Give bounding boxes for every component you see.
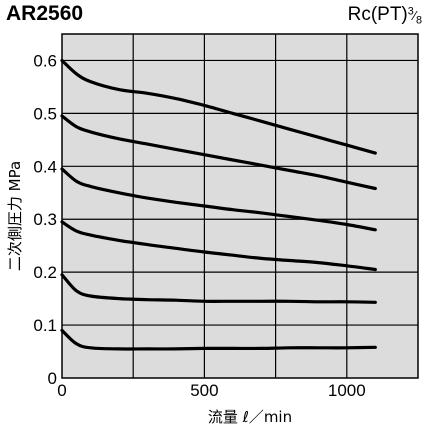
plot-area <box>62 34 418 378</box>
pressure-curve-6 <box>60 328 377 351</box>
x-tick-label: 500 <box>190 381 218 400</box>
y-tick-labels: 0 0.1 0.2 0.3 0.4 0.5 0.6 <box>33 51 57 388</box>
port-size-label: Rc(PT)3⁄8 <box>348 4 422 27</box>
x-axis-label: 流量 ℓ／min <box>208 408 292 426</box>
pressure-curve-4 <box>60 220 377 272</box>
x-tick-label: 0 <box>57 381 66 400</box>
y-axis-label: 二次側圧力 MPa <box>6 161 24 271</box>
y-tick-label: 0.4 <box>33 157 57 176</box>
chart-title: AR2560 <box>6 2 84 25</box>
y-tick-label: 0.2 <box>33 263 57 282</box>
x-tick-labels: 0 500 1000 <box>57 381 365 400</box>
y-tick-label: 0 <box>48 369 57 388</box>
port-fraction-numerator: 3 <box>407 5 414 18</box>
pressure-curve-1 <box>60 58 377 155</box>
y-tick-label: 0.3 <box>33 210 57 229</box>
x-tick-label: 1000 <box>328 381 366 400</box>
y-tick-label: 0.5 <box>33 104 57 123</box>
y-tick-label: 0.6 <box>33 51 57 70</box>
port-prefix: Rc(PT) <box>347 4 408 25</box>
port-fraction-denominator: 8 <box>415 14 422 27</box>
y-tick-label: 0.1 <box>33 316 57 335</box>
pressure-curve-2 <box>60 114 377 191</box>
port-fraction: 3⁄8 <box>407 5 422 27</box>
curves <box>60 58 377 351</box>
plot-frame <box>61 33 419 379</box>
pressure-curve-3 <box>60 167 377 232</box>
pressure-curve-5 <box>60 273 377 304</box>
